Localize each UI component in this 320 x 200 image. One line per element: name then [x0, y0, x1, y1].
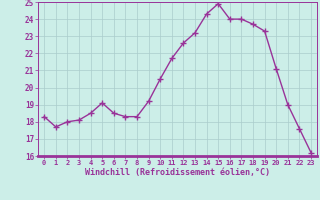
X-axis label: Windchill (Refroidissement éolien,°C): Windchill (Refroidissement éolien,°C): [85, 168, 270, 177]
